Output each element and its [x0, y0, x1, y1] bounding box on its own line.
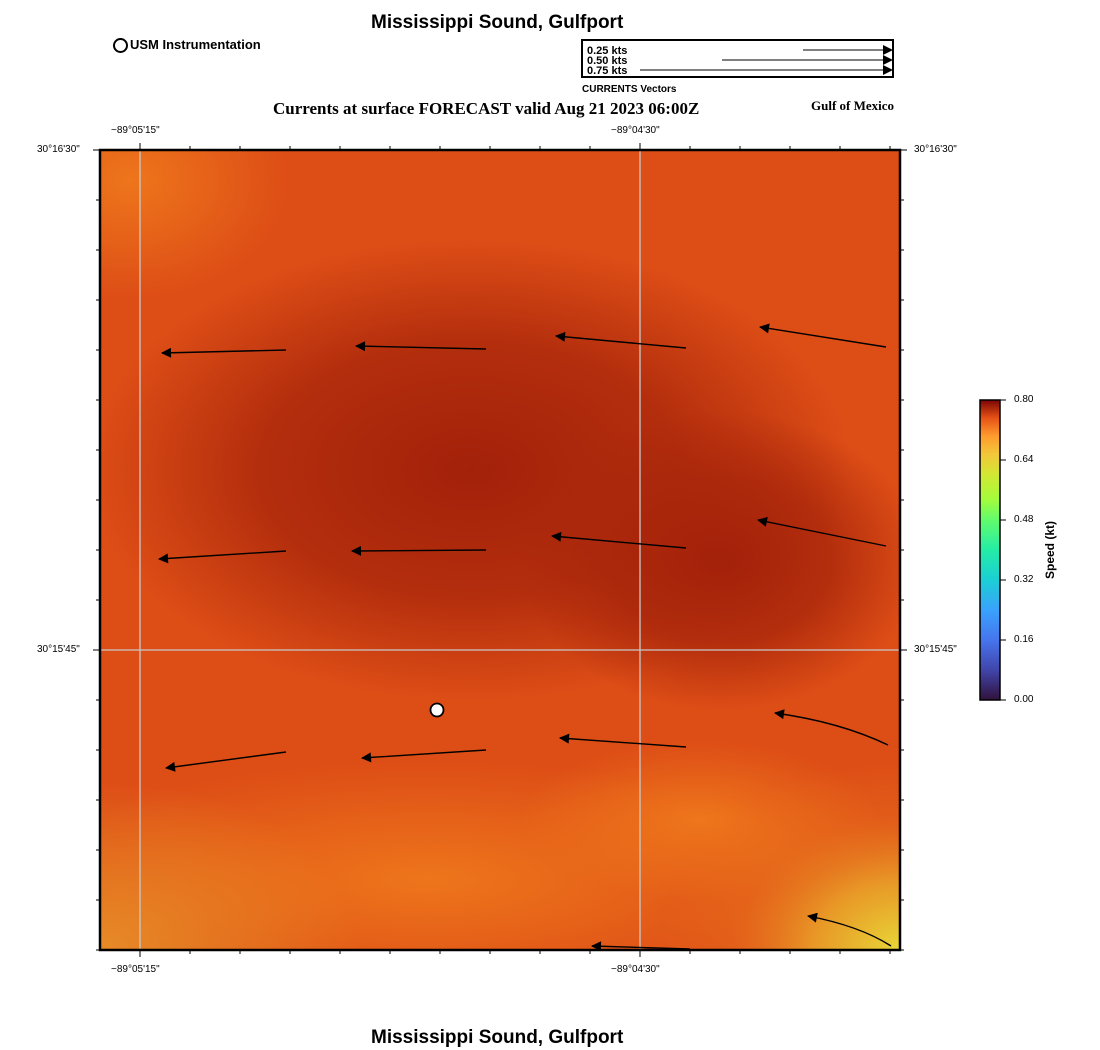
colorbar-tick-label: 0.00 [1014, 694, 1034, 705]
colorbar-tick-label: 0.80 [1014, 394, 1034, 405]
current-vector-arrow [807, 912, 892, 947]
region-label: Gulf of Mexico [811, 98, 895, 113]
current-vector-arrow [591, 941, 691, 952]
current-vector-arrow [161, 347, 287, 358]
current-vector-arrow [165, 751, 287, 772]
current-vector-arrow [774, 709, 889, 746]
vector-legend-caption: CURRENTS Vectors [582, 84, 677, 95]
speed-colorbar [979, 399, 1006, 701]
current-vector-arrow [351, 545, 487, 556]
colorbar-tick-label: 0.32 [1014, 574, 1034, 585]
current-vector-arrow [551, 531, 687, 549]
lon-tick-label-top: −89°05'15" [111, 125, 160, 136]
current-vector-arrow [559, 733, 687, 748]
lon-tick-label-bottom: −89°05'15" [111, 964, 160, 975]
current-vector-arrow [158, 550, 287, 564]
graticule [100, 150, 900, 950]
vector-legend-entry: 0.75 kts [587, 65, 628, 77]
lon-tick-label-bottom: −89°04'30" [611, 964, 660, 975]
current-vector-arrow [361, 749, 487, 763]
lat-tick-label-left: 30°15'45" [37, 644, 80, 655]
frame-ticks [93, 143, 907, 957]
speed-field [100, 150, 900, 950]
colorbar-tick-label: 0.64 [1014, 454, 1034, 465]
footer-title: Mississippi Sound, Gulfport [371, 1027, 624, 1048]
current-vectors [158, 323, 892, 952]
current-vector-arrow [555, 331, 687, 349]
circle-marker-icon [113, 38, 128, 53]
lat-tick-label-right: 30°16'30" [914, 144, 957, 155]
vector-legend-arrows [640, 45, 893, 75]
map-title: Mississippi Sound, Gulfport [371, 12, 624, 33]
current-vector-arrow [355, 341, 487, 352]
colorbar-tick-label: 0.48 [1014, 514, 1034, 525]
vector-legend-entry: 0.25 kts [587, 45, 628, 57]
vector-legend: 0.25 kts 0.50 kts 0.75 kts [581, 39, 894, 78]
current-vector-arrow [759, 323, 887, 348]
map-subtitle: Currents at surface FORECAST valid Aug 2… [273, 99, 700, 118]
lon-tick-label-top: −89°04'30" [611, 125, 660, 136]
current-vector-arrow [757, 516, 887, 547]
colorbar-tick-label: 0.16 [1014, 634, 1034, 645]
marker-legend-label: USM Instrumentation [130, 37, 261, 52]
vector-legend-entry: 0.50 kts [587, 55, 628, 67]
lat-tick-label-right: 30°15'45" [914, 644, 957, 655]
instrument-station-marker[interactable] [429, 702, 445, 718]
lat-tick-label-left: 30°16'30" [37, 144, 80, 155]
